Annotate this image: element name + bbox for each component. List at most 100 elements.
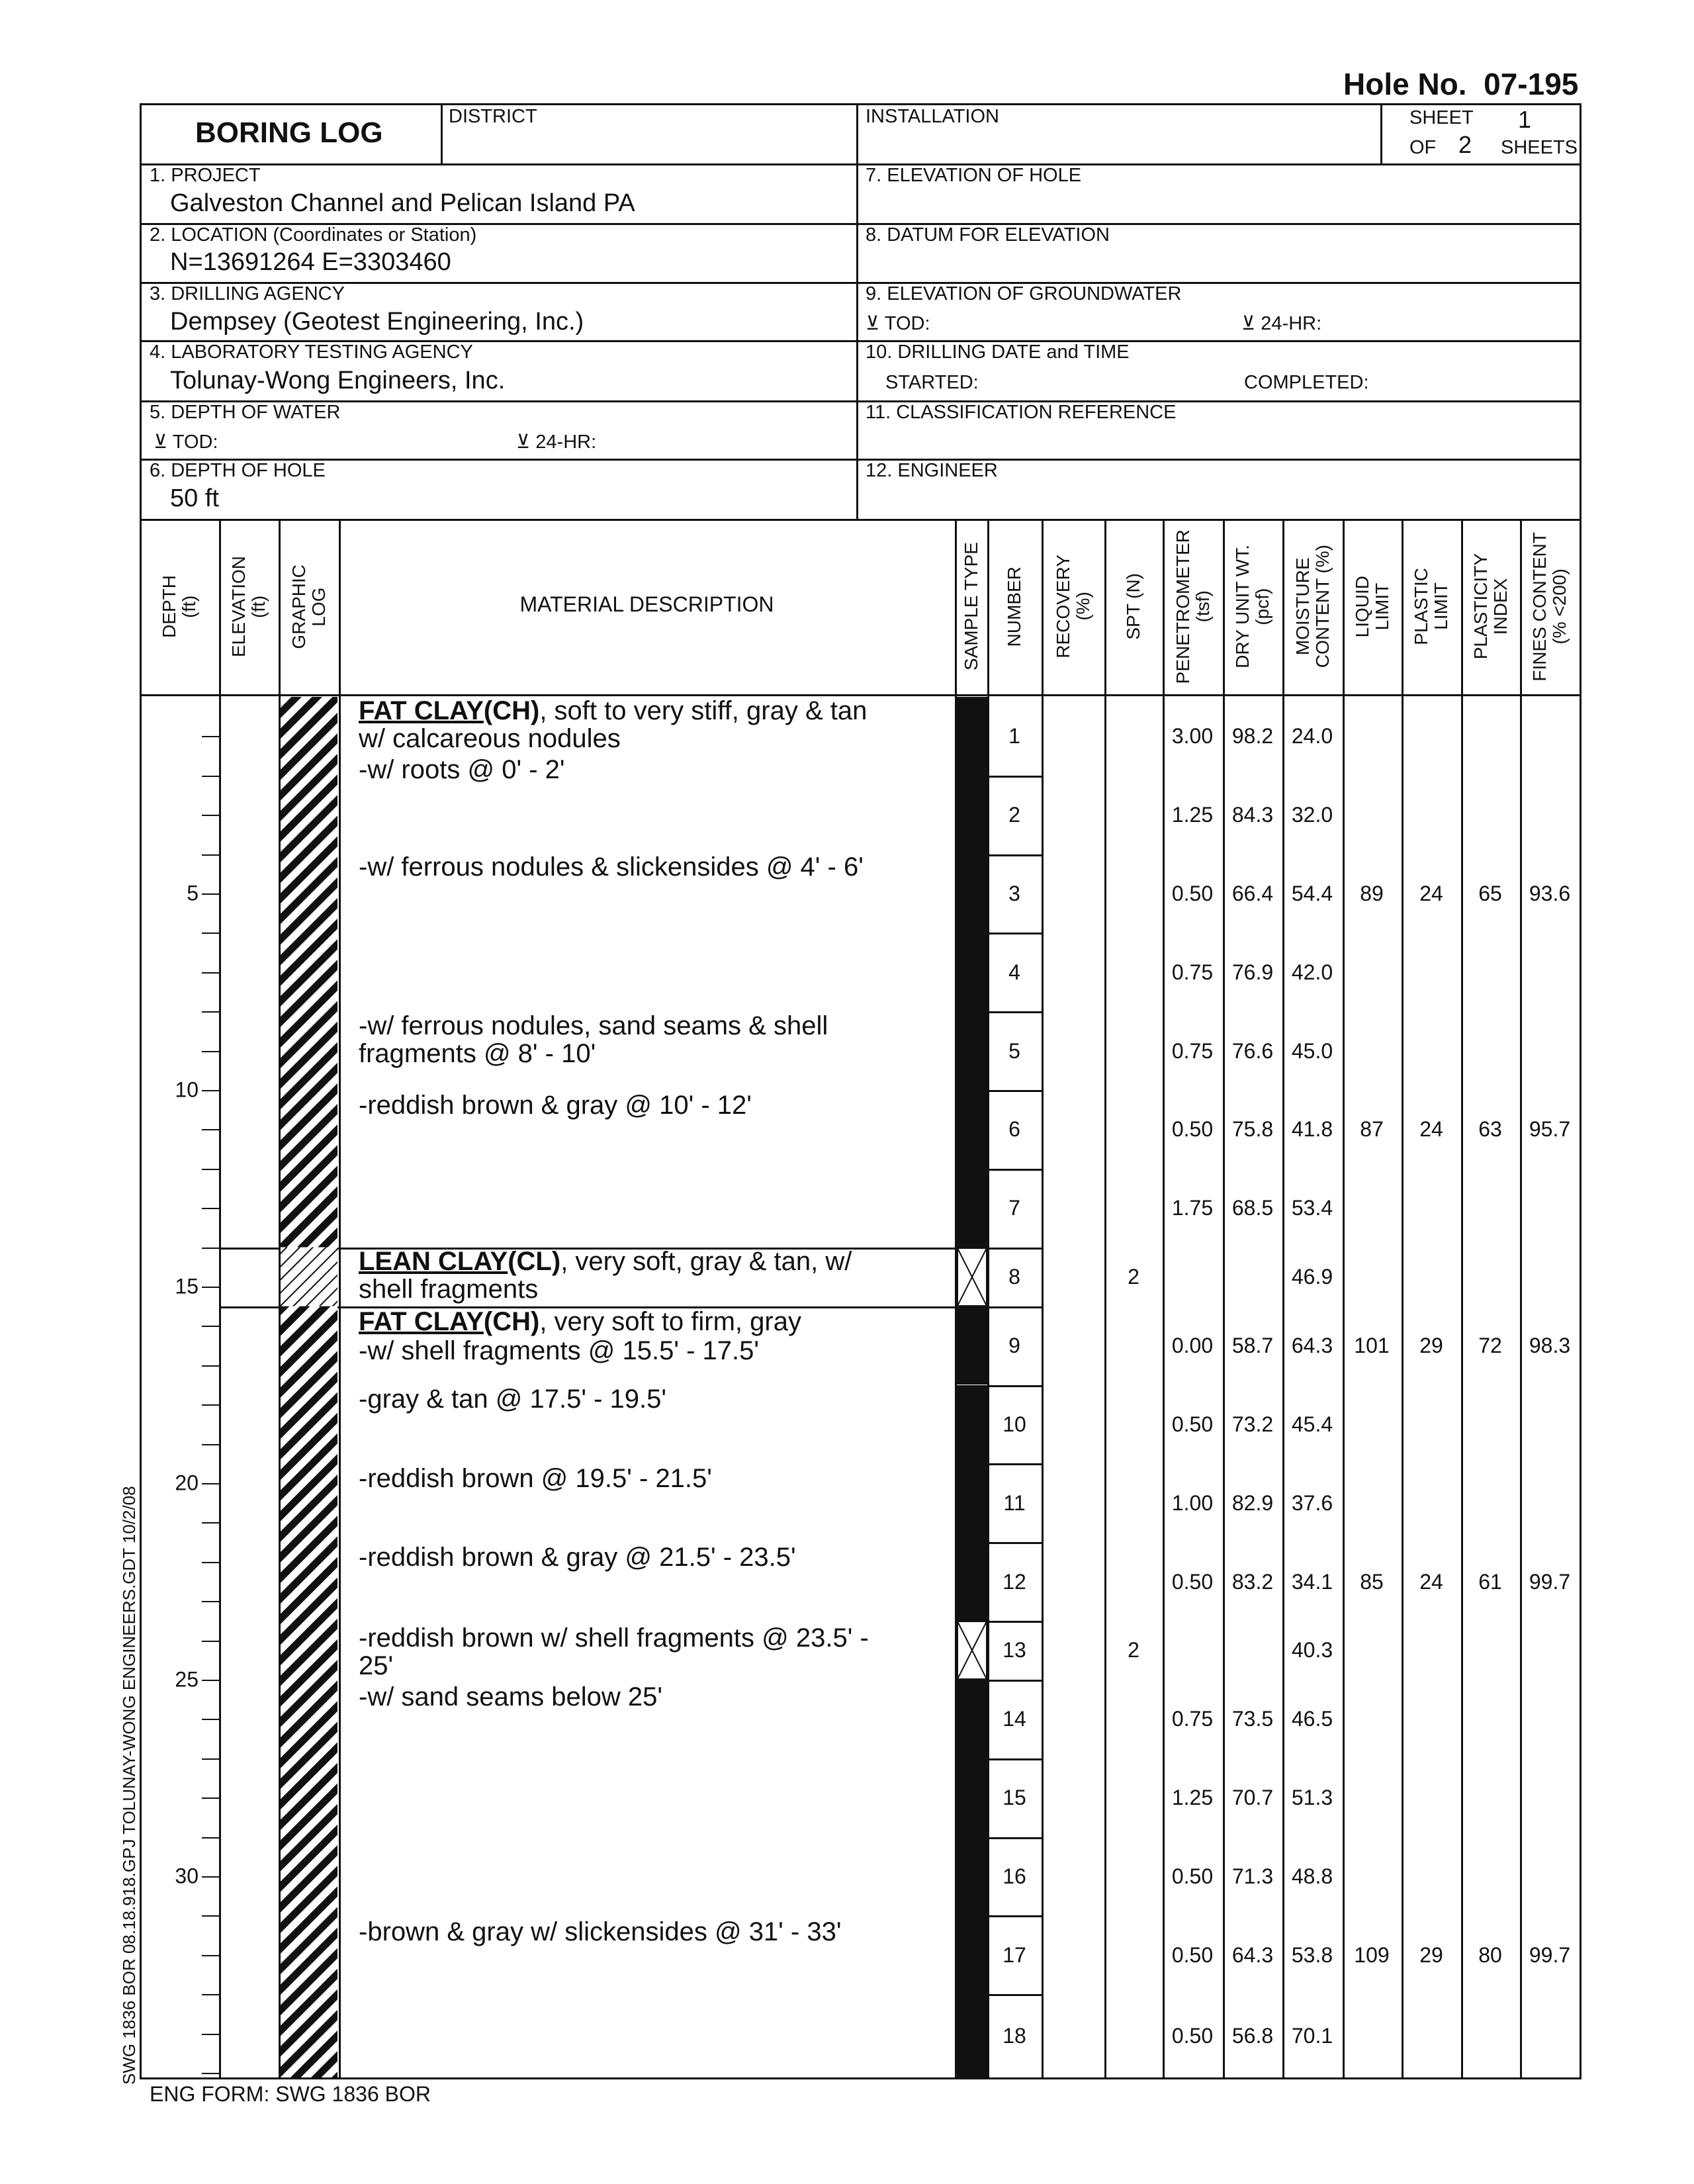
depth-tick bbox=[202, 1247, 219, 1249]
district-label: DISTRICT bbox=[449, 106, 537, 127]
sample-type-tube bbox=[957, 1994, 987, 2077]
sample-fines: 98.3 bbox=[1529, 1334, 1571, 1358]
depth-tick bbox=[202, 1522, 219, 1524]
divider bbox=[140, 223, 1580, 225]
sheet-number: 1 bbox=[1518, 106, 1532, 133]
sample-number: 12 bbox=[1003, 1569, 1026, 1594]
sample-row-divider bbox=[987, 1011, 1042, 1014]
sample-pl: 24 bbox=[1419, 882, 1443, 905]
sample-fines: 99.7 bbox=[1529, 1942, 1571, 1967]
sample-ll: 89 bbox=[1360, 882, 1384, 905]
sample-pen: 0.50 bbox=[1171, 1864, 1214, 1888]
sample-dry: 76.6 bbox=[1231, 1038, 1274, 1063]
stratum-boundary bbox=[219, 1247, 987, 1250]
lab-agency-value: Tolunay-Wong Engineers, Inc. bbox=[170, 367, 506, 394]
depth-label: 15 bbox=[175, 1274, 199, 1298]
depth-tick bbox=[202, 1758, 219, 1760]
sample-ll: 101 bbox=[1354, 1334, 1390, 1358]
sample-pi: 61 bbox=[1478, 1569, 1502, 1594]
description-text: -w/ sand seams below 25' bbox=[359, 1682, 662, 1711]
sample-type-tube bbox=[957, 1680, 987, 1758]
sample-pi: 72 bbox=[1478, 1334, 1502, 1358]
sample-row-divider bbox=[987, 1915, 1042, 1918]
stratum-boundary bbox=[219, 1306, 987, 1308]
sample-row-divider bbox=[987, 1306, 1042, 1308]
depth-tick bbox=[202, 1168, 219, 1170]
sample-dry: 76.9 bbox=[1231, 960, 1274, 984]
divider bbox=[140, 459, 1580, 461]
sample-pen: 1.00 bbox=[1171, 1490, 1214, 1515]
sample-mc: 53.8 bbox=[1291, 1942, 1333, 1967]
description-text: -w/ roots @ 0' - 2' bbox=[359, 754, 565, 784]
location-value: N=13691264 E=3303460 bbox=[170, 248, 451, 276]
sheets-label: SHEETS bbox=[1501, 137, 1578, 158]
divider bbox=[140, 163, 1580, 165]
sample-pen: 0.50 bbox=[1171, 2024, 1214, 2048]
sample-pen: 0.50 bbox=[1171, 1117, 1214, 1142]
description-entry: -brown & gray w/ slickensides @ 31' - 33… bbox=[359, 1918, 842, 1946]
sample-dry: 58.7 bbox=[1231, 1334, 1274, 1358]
divider bbox=[1380, 103, 1382, 163]
description-line: -w/ sand seams below 25' bbox=[359, 1683, 662, 1711]
column-divider bbox=[1282, 519, 1284, 2077]
description-entry: -reddish brown & gray @ 10' - 12' bbox=[359, 1091, 752, 1119]
sample-mc: 64.3 bbox=[1291, 1334, 1333, 1358]
column-divider bbox=[1163, 519, 1165, 2077]
depth-tick bbox=[202, 972, 219, 974]
sample-mc: 53.4 bbox=[1291, 1196, 1333, 1220]
depth-tick bbox=[202, 1797, 219, 1799]
sample-number: 7 bbox=[1008, 1196, 1020, 1220]
sample-ll: 109 bbox=[1354, 1942, 1390, 1967]
sample-type-tube bbox=[957, 1837, 987, 1916]
sample-ll: 87 bbox=[1360, 1117, 1384, 1142]
sample-mc: 46.5 bbox=[1291, 1707, 1333, 1731]
column-divider bbox=[279, 519, 281, 2077]
description-entry: LEAN CLAY(CL), very soft, gray & tan, w/… bbox=[359, 1248, 852, 1303]
sample-type-tube bbox=[957, 1306, 987, 1385]
sample-number: 8 bbox=[1008, 1265, 1020, 1289]
sample-type-tube bbox=[957, 697, 987, 776]
sample-number: 6 bbox=[1008, 1117, 1020, 1142]
sample-row-divider bbox=[987, 1837, 1042, 1839]
depth-tick bbox=[202, 1287, 219, 1288]
depth-tick bbox=[202, 2033, 219, 2035]
soil-code: (CH) bbox=[483, 1306, 540, 1336]
divider bbox=[856, 103, 858, 519]
description-line: -reddish brown w/ shell fragments @ 23.5… bbox=[359, 1624, 869, 1652]
sample-mc: 24.0 bbox=[1291, 724, 1333, 749]
sample-row-divider bbox=[987, 1385, 1042, 1387]
sample-row-divider bbox=[987, 1247, 1042, 1250]
depth-tick bbox=[202, 775, 219, 777]
sample-pen: 0.00 bbox=[1171, 1334, 1214, 1358]
divider bbox=[140, 340, 1580, 342]
sample-pen: 0.75 bbox=[1171, 1707, 1214, 1731]
sample-pi: 65 bbox=[1478, 882, 1502, 905]
column-divider bbox=[955, 519, 957, 2077]
sample-fines: 95.7 bbox=[1529, 1117, 1571, 1142]
sample-mc: 54.4 bbox=[1291, 882, 1333, 905]
column-divider bbox=[1343, 519, 1345, 2077]
sample-type-tube bbox=[957, 1915, 987, 1995]
column-divider bbox=[1402, 519, 1404, 2077]
description-text: -reddish brown & gray @ 21.5' - 23.5' bbox=[359, 1542, 796, 1572]
depth-tick bbox=[202, 854, 219, 856]
description-entry: FAT CLAY(CH), very soft to firm, gray bbox=[359, 1308, 801, 1336]
sample-dry: 84.3 bbox=[1231, 803, 1274, 827]
sample-mc: 41.8 bbox=[1291, 1117, 1333, 1142]
description-text: , soft to very stiff, gray & tan bbox=[539, 696, 868, 725]
description-line: 25' bbox=[359, 1652, 869, 1680]
description-text: -w/ ferrous nodules, sand seams & shell bbox=[359, 1011, 828, 1041]
groundwater-label: 9. ELEVATION OF GROUNDWATER bbox=[866, 283, 1182, 304]
sample-fines: 93.6 bbox=[1529, 882, 1571, 905]
sample-mc: 37.6 bbox=[1291, 1490, 1333, 1515]
column-divider bbox=[1520, 519, 1522, 2077]
description-entry: -w/ ferrous nodules, sand seams & shell f… bbox=[359, 1012, 828, 1068]
depth-tick bbox=[202, 1011, 219, 1013]
depth-tick bbox=[202, 1208, 219, 1210]
divider bbox=[140, 694, 1580, 696]
description-entry: -w/ ferrous nodules & slickensides @ 4' … bbox=[359, 853, 864, 881]
sample-type-tube bbox=[957, 1168, 987, 1248]
sample-row-divider bbox=[987, 854, 1042, 856]
soil-code: (CH) bbox=[483, 696, 540, 725]
form-title: BORING LOG bbox=[195, 116, 383, 149]
